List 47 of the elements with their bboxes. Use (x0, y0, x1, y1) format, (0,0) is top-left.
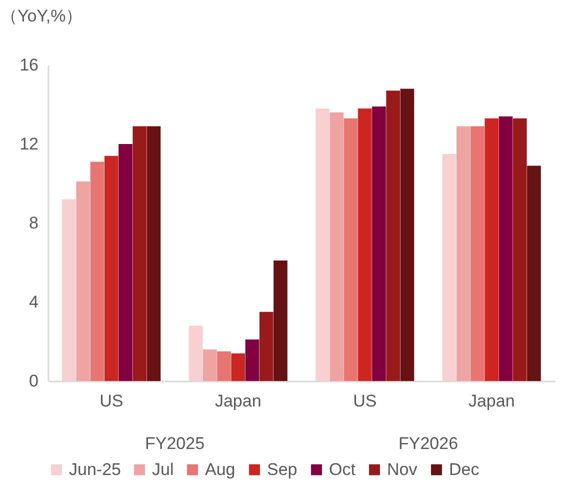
bar (118, 144, 132, 381)
bar (498, 116, 513, 381)
y-tick-label: 12 (20, 134, 38, 154)
bar (456, 126, 470, 381)
bar (90, 162, 104, 381)
bar (217, 351, 231, 381)
bar (202, 349, 217, 381)
bar (132, 126, 147, 381)
bar (512, 118, 527, 381)
bar (316, 108, 330, 381)
bar (146, 126, 161, 381)
text: FY2025 (144, 434, 205, 453)
bar (442, 154, 456, 381)
bar (104, 156, 118, 381)
legend-label: Jul (152, 460, 174, 479)
x-tick-label: US (353, 392, 377, 410)
legend-label: Nov (387, 460, 418, 479)
legend-label: Dec (449, 460, 480, 479)
bar (76, 182, 90, 381)
x-tick-label: Japan (214, 392, 262, 410)
y-axis-title: （YoY,%） (0, 6, 83, 26)
bar (245, 340, 260, 381)
text: FY2026 (398, 434, 458, 453)
bar (231, 353, 246, 381)
bar (400, 88, 414, 381)
y-tick-label: 16 (20, 56, 38, 74)
legend-label: Jun-25 (69, 460, 121, 479)
x-tick-label: US (100, 392, 124, 410)
bar (274, 260, 288, 381)
bar (372, 106, 386, 381)
bar (484, 118, 499, 381)
legend-label: Sep (267, 460, 298, 479)
y-tick-label: 8 (29, 214, 38, 232)
bar (527, 166, 541, 381)
y-tick-label: 4 (29, 292, 38, 312)
bar (259, 312, 274, 381)
bar (470, 126, 484, 381)
bar (358, 108, 372, 381)
bar (330, 112, 344, 381)
bar (62, 199, 76, 381)
x-tick-label: Japan (468, 392, 515, 410)
bar (386, 90, 400, 381)
legend-label: Aug (205, 460, 236, 479)
y-tick-label: 0 (29, 372, 38, 390)
legend-label: Oct (329, 460, 356, 479)
bar (188, 326, 203, 381)
bar (344, 118, 358, 381)
